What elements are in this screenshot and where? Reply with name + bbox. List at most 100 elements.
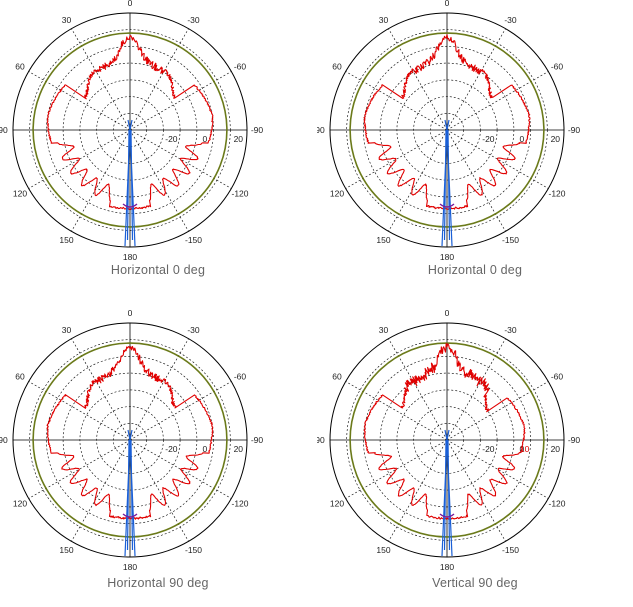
grid-ring — [62, 372, 198, 508]
angle-tick-label: 120 — [13, 189, 27, 199]
angle-tick-label: 120 — [13, 499, 27, 509]
near-bottom-trace — [122, 513, 138, 518]
radial-gridline — [388, 439, 448, 542]
polar-plot-4: 0 -30 -60 -90 -120 -150 180 150 120 90 60 30 -20 0 20 1… — [317, 310, 633, 607]
angle-tick-label: -120 — [548, 499, 565, 509]
reference-ring — [32, 32, 228, 228]
grid-ring — [346, 29, 548, 231]
angle-tick-label: 30 — [62, 15, 72, 25]
radial-gridline — [446, 71, 549, 131]
angle-tick-label: 180 — [440, 562, 454, 572]
angle-tick-label: 120 — [330, 189, 344, 199]
angle-tick-label: 0 — [445, 0, 450, 8]
radial-gridline — [71, 129, 131, 232]
radial-tick-label: 20 — [551, 444, 561, 454]
grid-ring — [29, 339, 231, 541]
radial-gridline — [446, 439, 506, 542]
near-bottom-trace — [122, 203, 138, 208]
radial-tick-label: -20 — [482, 134, 495, 144]
radial-gridline — [388, 129, 448, 232]
grid-ring — [430, 423, 465, 458]
angle-tick-label: 180 — [123, 252, 137, 262]
angle-tick-label: -60 — [234, 62, 247, 72]
polar-plot-3: 0 -30 -60 -90 -120 -150 180 150 120 90 60 30 -20 0 20 … — [0, 310, 316, 607]
angle-tick-label: 0 — [128, 310, 133, 318]
radial-gridline — [129, 439, 189, 542]
angle-tick-label: 150 — [376, 235, 390, 245]
polar-chart-svg: 0 -30 -60 -90 -120 -150 180 150 120 90 60 30 -20 0 20 — [0, 0, 263, 262]
radial-tick-label: 20 — [234, 134, 244, 144]
plot-caption: Horizontal 0 deg — [110, 263, 206, 277]
grid-ring — [113, 113, 148, 148]
angle-tick-label: 150 — [59, 235, 73, 245]
radial-gridline — [345, 381, 448, 441]
angle-tick-label: -120 — [548, 189, 565, 199]
cross-polar-trace — [124, 119, 136, 247]
grid-ring — [396, 79, 498, 181]
grid-ring — [79, 389, 181, 491]
angle-tick-label: 30 — [62, 325, 72, 335]
radial-gridline — [71, 338, 131, 441]
co-polar-trace — [363, 342, 526, 520]
angle-tick-label: -60 — [234, 372, 247, 382]
angle-tick-label: 60 — [332, 372, 342, 382]
radial-gridline — [71, 439, 131, 542]
radial-tick-label: -20 — [165, 134, 178, 144]
angle-tick-label: -30 — [187, 325, 200, 335]
plot-caption: Horizontal 0 deg — [427, 263, 523, 277]
outer-ring — [329, 322, 565, 558]
radial-gridline — [129, 129, 189, 232]
polar-chart-svg: 0 -30 -60 -90 -120 -150 180 150 120 90 60 30 -20 0 20 1… — [317, 310, 581, 572]
grid-ring — [96, 406, 164, 474]
radial-tick-label: 20 — [234, 444, 244, 454]
angle-tick-label: 30 — [379, 325, 389, 335]
grid-ring — [46, 356, 214, 524]
radial-gridline — [446, 439, 549, 499]
outer-ring — [329, 12, 565, 248]
angle-tick-label: -150 — [185, 545, 202, 555]
angle-tick-label: -120 — [231, 189, 248, 199]
angle-tick-label: 0 — [445, 310, 450, 318]
radial-tick-label: 0 — [520, 134, 525, 144]
co-polar-trace — [46, 35, 214, 211]
angle-tick-label: 60 — [15, 62, 25, 72]
angle-tick-label: 120 — [330, 499, 344, 509]
grid-ring — [79, 79, 181, 181]
grid-ring — [363, 46, 531, 214]
cross-polar-trace — [441, 119, 453, 247]
polar-plot-2: 0 -30 -60 -90 -120 -150 180 150 120 90 60 30 -20 0 20 … — [317, 0, 633, 297]
outer-ring — [12, 322, 248, 558]
grid-ring — [46, 46, 214, 214]
radial-gridline — [446, 129, 506, 232]
polar-chart-svg: 0 -30 -60 -90 -120 -150 180 150 120 90 60 30 -20 0 20 — [0, 310, 263, 572]
radial-tick-label: 10 — [520, 444, 530, 454]
near-bottom-trace — [439, 513, 455, 518]
angle-tick-label: -30 — [187, 15, 200, 25]
grid-ring — [62, 62, 198, 198]
polar-plot-1: 0 -30 -60 -90 -120 -150 180 150 120 90 60 30 -20 0 20 … — [0, 0, 316, 297]
radial-tick-label: 0 — [520, 444, 525, 454]
grid-ring — [363, 356, 531, 524]
radial-gridline — [129, 381, 232, 441]
angle-tick-label: -60 — [551, 62, 564, 72]
angle-tick-label: 150 — [376, 545, 390, 555]
outer-ring — [12, 12, 248, 248]
radial-gridline — [345, 71, 448, 131]
angle-tick-label: 90 — [317, 435, 325, 445]
plot-caption: Horizontal 90 deg — [107, 576, 209, 590]
grid-ring — [113, 423, 148, 458]
radial-tick-label: 0 — [203, 444, 208, 454]
angle-tick-label: -90 — [568, 435, 581, 445]
reference-ring — [349, 342, 545, 538]
near-bottom-trace — [439, 203, 455, 208]
angle-tick-label: 60 — [15, 372, 25, 382]
angle-tick-label: -30 — [504, 325, 517, 335]
grid-ring — [396, 389, 498, 491]
angle-tick-label: 90 — [0, 125, 8, 135]
angle-tick-label: 60 — [332, 62, 342, 72]
grid-ring — [379, 62, 515, 198]
angle-tick-label: 90 — [0, 435, 8, 445]
radial-gridline — [129, 338, 189, 441]
radial-gridline — [129, 71, 232, 131]
co-polar-trace — [46, 345, 214, 520]
